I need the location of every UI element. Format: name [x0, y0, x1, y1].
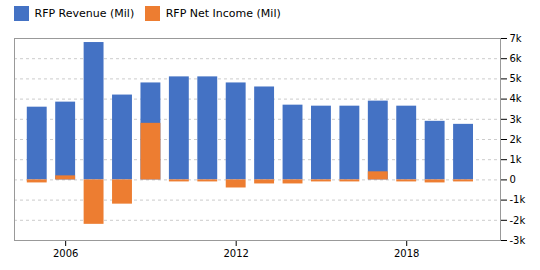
svg-text:2k: 2k	[510, 133, 522, 144]
svg-text:-3k: -3k	[510, 234, 526, 245]
svg-text:4k: 4k	[510, 93, 522, 104]
svg-text:2006: 2006	[53, 247, 78, 258]
svg-text:2018: 2018	[394, 247, 419, 258]
svg-text:-2k: -2k	[510, 214, 526, 225]
html-text:RFP Revenue (Mil): RFP Revenue (Mil)	[34, 6, 135, 20]
html-text:RFP Net Income (Mil): RFP Net Income (Mil)	[165, 6, 281, 20]
svg-text:5k: 5k	[510, 73, 522, 84]
svg-text:2012: 2012	[223, 247, 248, 258]
svg-text:-1k: -1k	[510, 194, 526, 205]
svg-text:1k: 1k	[510, 153, 522, 164]
svg-text:0: 0	[510, 174, 516, 185]
svg-text:7k: 7k	[510, 32, 522, 43]
svg-text:3k: 3k	[510, 113, 522, 124]
svg-text:6k: 6k	[510, 52, 522, 63]
